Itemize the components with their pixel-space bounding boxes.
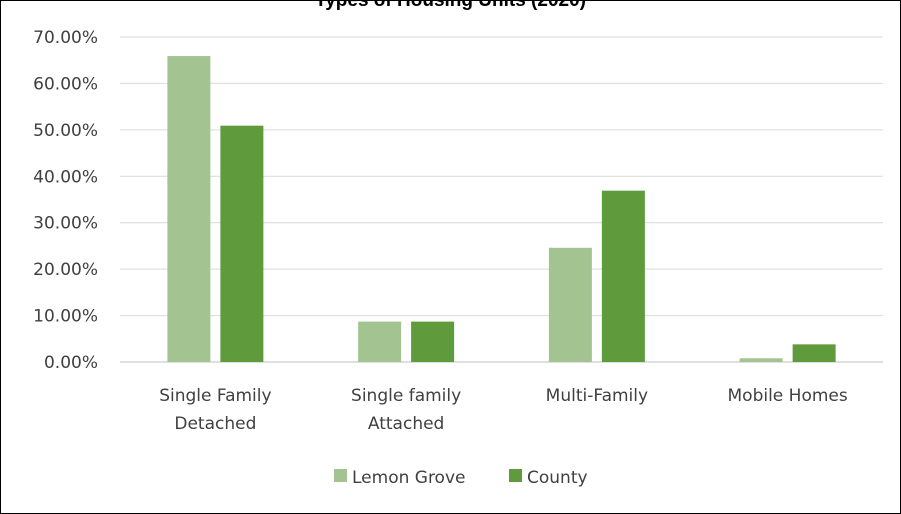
bar-county-1 — [411, 321, 455, 362]
bar-lemon-grove-1 — [358, 321, 402, 362]
y-tick-label: 30.00% — [33, 214, 98, 234]
category-label: Single Family — [159, 386, 271, 406]
y-tick-label: 50.00% — [33, 121, 98, 141]
y-tick-label: 60.00% — [33, 74, 98, 94]
bar-county-0 — [220, 125, 264, 362]
y-tick-label: 20.00% — [33, 260, 98, 280]
y-axis-tick-labels: 0.00% 10.00% 20.00% 30.00% 40.00% 50.00% 60.00… — [33, 28, 98, 373]
category-label: Attached — [368, 414, 444, 434]
y-tick-label: 70.00% — [33, 28, 98, 48]
legend: Lemon Grove County — [334, 468, 588, 488]
legend-swatch-county — [509, 469, 522, 482]
y-tick-label: 40.00% — [33, 167, 98, 187]
y-tick-label: 0.00% — [44, 353, 98, 373]
x-axis-category-labels: Single Family Detached Single family Attach… — [159, 386, 848, 434]
category-label: Mobile Homes — [728, 386, 848, 406]
bar-county-2 — [601, 190, 645, 362]
bar-lemon-grove-2 — [548, 247, 592, 362]
y-tick-label: 10.00% — [33, 307, 98, 327]
category-label: Multi-Family — [546, 386, 648, 406]
bars — [167, 56, 836, 363]
legend-label: County — [527, 468, 588, 488]
legend-label: Lemon Grove — [352, 468, 465, 488]
bar-lemon-grove-3 — [739, 358, 783, 362]
legend-swatch-lemon-grove — [334, 469, 347, 482]
bar-lemon-grove-0 — [167, 56, 211, 363]
bar-county-3 — [792, 344, 836, 362]
category-label: Detached — [174, 414, 256, 434]
chart-title: Types of Housing Units (2020) — [315, 0, 586, 11]
category-label: Single family — [351, 386, 461, 406]
